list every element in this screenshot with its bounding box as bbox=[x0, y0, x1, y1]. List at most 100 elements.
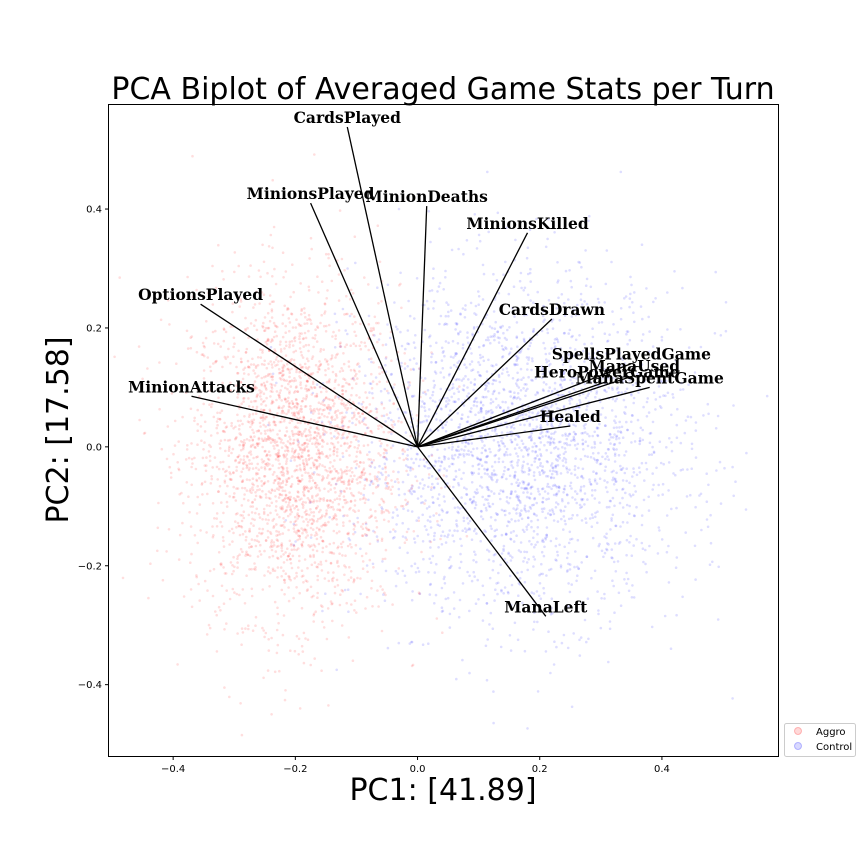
data-point bbox=[394, 569, 398, 573]
data-point bbox=[502, 549, 505, 552]
data-point bbox=[370, 431, 374, 435]
data-point bbox=[502, 273, 505, 277]
data-point bbox=[619, 430, 622, 434]
data-point bbox=[612, 469, 615, 473]
data-point bbox=[280, 588, 284, 592]
data-point bbox=[247, 365, 250, 369]
data-point bbox=[236, 521, 240, 525]
data-point bbox=[308, 498, 311, 502]
data-point bbox=[427, 642, 430, 645]
data-point bbox=[440, 359, 444, 362]
data-point bbox=[441, 351, 445, 354]
data-point bbox=[259, 392, 262, 395]
data-point bbox=[595, 427, 599, 430]
data-point bbox=[317, 401, 321, 405]
data-point bbox=[280, 473, 284, 477]
data-point bbox=[616, 430, 620, 433]
data-point bbox=[276, 454, 280, 458]
data-point bbox=[652, 483, 655, 487]
data-point bbox=[277, 466, 281, 470]
data-point bbox=[227, 347, 230, 351]
data-point bbox=[258, 488, 261, 491]
data-point bbox=[286, 497, 290, 500]
data-point bbox=[485, 384, 488, 388]
data-point bbox=[353, 235, 357, 238]
data-point bbox=[330, 602, 334, 606]
data-point bbox=[497, 404, 500, 407]
data-point bbox=[334, 429, 337, 433]
data-point bbox=[377, 427, 380, 431]
data-point bbox=[424, 414, 427, 418]
data-point bbox=[416, 453, 419, 456]
data-point bbox=[472, 570, 476, 574]
data-point bbox=[606, 481, 609, 484]
data-point bbox=[225, 469, 228, 473]
data-point bbox=[431, 495, 434, 499]
data-point bbox=[523, 423, 526, 427]
data-point bbox=[493, 389, 496, 393]
data-point bbox=[631, 584, 634, 587]
data-point bbox=[365, 534, 368, 537]
data-point bbox=[340, 420, 344, 424]
data-point bbox=[292, 596, 295, 600]
data-point bbox=[652, 391, 656, 395]
data-point bbox=[604, 486, 608, 489]
data-point bbox=[496, 330, 500, 333]
data-point bbox=[457, 426, 460, 429]
data-point bbox=[269, 395, 272, 398]
data-point bbox=[231, 302, 235, 305]
data-point bbox=[477, 303, 481, 307]
data-point bbox=[341, 540, 345, 544]
data-point bbox=[284, 386, 287, 390]
data-point bbox=[280, 411, 284, 415]
data-point bbox=[248, 413, 251, 416]
data-point bbox=[357, 465, 361, 468]
data-point bbox=[261, 349, 264, 352]
data-point bbox=[531, 445, 534, 449]
data-point bbox=[385, 413, 389, 416]
data-point bbox=[455, 323, 459, 326]
data-point bbox=[223, 438, 227, 442]
data-point bbox=[700, 528, 703, 532]
data-point bbox=[590, 494, 594, 497]
data-point bbox=[288, 405, 292, 409]
data-point bbox=[287, 396, 290, 400]
data-point bbox=[305, 379, 309, 383]
data-point bbox=[289, 442, 293, 446]
data-point bbox=[282, 378, 285, 381]
data-point bbox=[222, 328, 226, 332]
data-point bbox=[329, 421, 333, 424]
data-point bbox=[638, 437, 642, 440]
data-point bbox=[253, 445, 256, 449]
data-point bbox=[248, 542, 251, 546]
data-point bbox=[221, 381, 224, 385]
data-point bbox=[318, 368, 321, 371]
data-point bbox=[320, 421, 324, 425]
data-point bbox=[323, 398, 326, 401]
data-point bbox=[293, 649, 297, 653]
data-point bbox=[282, 363, 286, 367]
data-point bbox=[382, 501, 386, 504]
data-point bbox=[355, 363, 359, 366]
data-point bbox=[318, 473, 321, 477]
data-point bbox=[265, 339, 269, 343]
data-point bbox=[588, 434, 591, 438]
data-point bbox=[512, 530, 515, 533]
data-point bbox=[516, 345, 519, 349]
data-point bbox=[551, 466, 555, 470]
data-point bbox=[248, 546, 251, 549]
data-point bbox=[264, 493, 268, 496]
data-point bbox=[428, 557, 432, 561]
data-point bbox=[297, 514, 301, 518]
data-point bbox=[570, 335, 573, 339]
data-point bbox=[397, 487, 401, 491]
data-point bbox=[473, 399, 477, 403]
data-point bbox=[480, 434, 484, 438]
data-point bbox=[276, 455, 280, 459]
data-point bbox=[276, 539, 280, 542]
data-point bbox=[287, 408, 291, 412]
data-point bbox=[368, 516, 371, 519]
data-point bbox=[297, 495, 300, 499]
data-point bbox=[323, 521, 327, 525]
data-point bbox=[271, 178, 275, 182]
